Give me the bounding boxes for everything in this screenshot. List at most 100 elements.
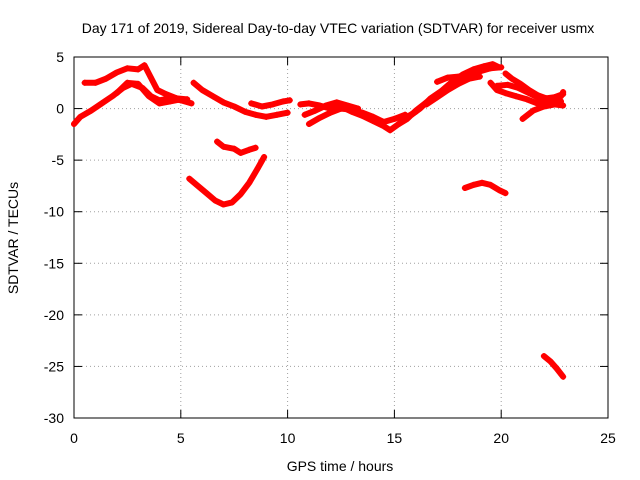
series-band <box>71 80 195 127</box>
plot-frame <box>73 56 609 419</box>
data-point <box>481 63 488 70</box>
data-point <box>211 197 218 204</box>
data-point <box>124 65 131 72</box>
y-tick-label: -30 <box>44 410 64 426</box>
y-tick-label: 5 <box>56 49 64 65</box>
x-tick-label: 25 <box>600 430 616 446</box>
data-point <box>147 74 154 81</box>
series-arc-3 <box>113 79 184 107</box>
series-arc-4 <box>190 79 291 120</box>
data-point <box>344 102 351 109</box>
data-point <box>502 90 509 97</box>
data-point <box>455 80 462 87</box>
series-arc-17 <box>502 70 567 102</box>
y-tick-label: 0 <box>56 101 64 117</box>
series-band <box>190 79 291 120</box>
data-point <box>88 107 95 114</box>
data-point <box>553 365 560 372</box>
data-point <box>551 94 558 101</box>
data-point <box>109 93 116 100</box>
data-point <box>156 100 163 107</box>
data-point <box>534 92 541 99</box>
data-point <box>391 115 398 122</box>
data-point <box>141 62 148 69</box>
data-point <box>455 73 462 80</box>
data-point <box>408 111 415 118</box>
data-point <box>380 118 387 125</box>
data-point <box>184 96 191 103</box>
data-point <box>135 66 142 73</box>
series-arc-1 <box>71 80 195 128</box>
data-point <box>434 94 441 101</box>
data-point <box>186 175 193 182</box>
data-point <box>263 113 270 120</box>
data-point <box>489 61 496 68</box>
data-point <box>188 100 195 107</box>
data-point <box>98 100 105 107</box>
series-arc-6 <box>214 138 259 156</box>
data-point <box>355 105 362 112</box>
series-arc-10 <box>301 99 362 118</box>
data-point <box>323 102 330 109</box>
data-point <box>199 87 206 94</box>
data-point <box>286 97 293 104</box>
data-point <box>508 75 515 82</box>
data-point <box>135 80 142 87</box>
data-point <box>496 187 503 194</box>
data-point <box>252 144 259 151</box>
series-arc-13 <box>423 73 483 108</box>
data-point <box>252 111 259 118</box>
data-point <box>124 79 131 86</box>
data-point <box>333 99 340 106</box>
data-point <box>560 102 567 109</box>
data-point <box>417 105 424 112</box>
data-point <box>103 75 110 82</box>
data-point <box>162 91 169 98</box>
data-point <box>560 91 567 98</box>
y-tick-label: -5 <box>52 152 65 168</box>
data-point <box>254 165 261 172</box>
data-point <box>502 190 509 197</box>
data-point <box>237 149 244 156</box>
data-point <box>220 99 227 106</box>
data-point <box>190 79 197 86</box>
data-point <box>258 103 265 110</box>
data-point <box>145 93 152 100</box>
data-point <box>312 107 319 114</box>
data-point <box>496 64 503 71</box>
data-point <box>461 184 468 191</box>
y-tick-label: -25 <box>44 358 64 374</box>
data-point <box>229 199 236 206</box>
data-series <box>71 61 567 380</box>
data-point <box>154 87 161 94</box>
data-point <box>81 79 88 86</box>
data-point <box>370 113 377 120</box>
data-point <box>301 111 308 118</box>
data-point <box>305 100 312 107</box>
data-point <box>487 79 494 86</box>
data-point <box>395 121 402 128</box>
data-point <box>476 73 483 80</box>
data-point <box>220 143 227 150</box>
x-tick-label: 20 <box>493 430 509 446</box>
data-point <box>248 100 255 107</box>
data-point <box>466 75 473 82</box>
data-point <box>280 98 287 105</box>
data-point <box>71 121 77 128</box>
x-tick-label: 5 <box>177 430 185 446</box>
data-point <box>540 353 547 360</box>
data-point <box>177 96 184 103</box>
data-point <box>523 96 530 103</box>
data-point <box>269 101 276 108</box>
x-tick-label: 10 <box>280 430 296 446</box>
series-arc-5 <box>248 97 293 110</box>
data-point <box>209 93 216 100</box>
data-point <box>404 115 411 122</box>
data-point <box>478 179 485 186</box>
data-point <box>434 78 441 85</box>
data-point <box>214 138 221 145</box>
data-point <box>273 111 280 118</box>
series-arc-7 <box>186 154 268 208</box>
series-arc-18 <box>519 101 567 122</box>
